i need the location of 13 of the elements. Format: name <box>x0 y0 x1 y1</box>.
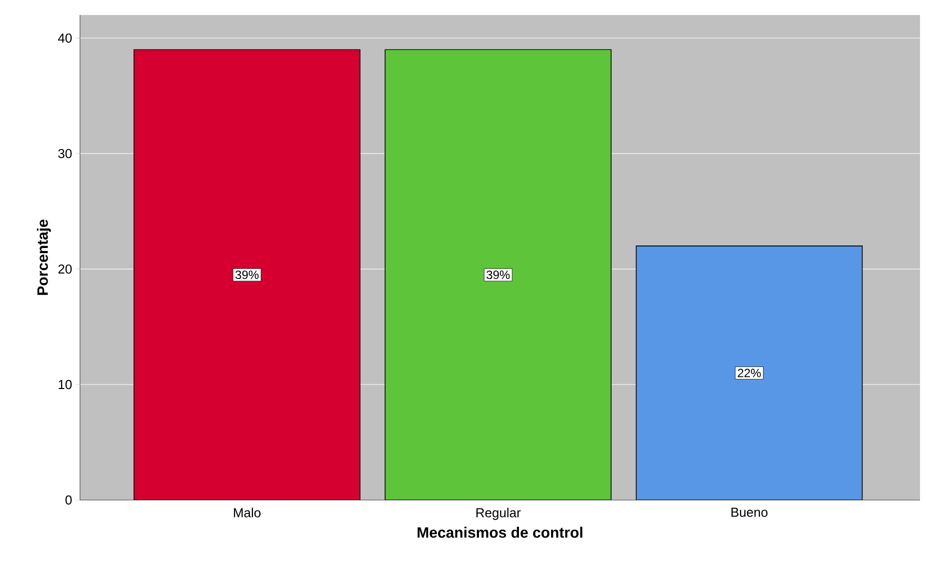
data-label: 22% <box>738 368 761 378</box>
x-tick-label: Malo <box>234 508 261 518</box>
y-tick-label: 40 <box>58 33 72 43</box>
data-label: 39% <box>486 270 510 280</box>
data-label: 39% <box>235 270 259 280</box>
y-tick-label: 0 <box>65 495 72 505</box>
y-axis-title: Porcentaje <box>36 220 51 295</box>
y-tick-label: 20 <box>58 264 72 274</box>
y-tick-label: 10 <box>58 380 72 390</box>
x-tick-label: Regular <box>476 508 521 520</box>
y-tick-label: 30 <box>58 148 72 158</box>
x-tick-label: Bueno <box>732 508 768 517</box>
x-axis-title: Mecanismos de control <box>418 526 582 538</box>
